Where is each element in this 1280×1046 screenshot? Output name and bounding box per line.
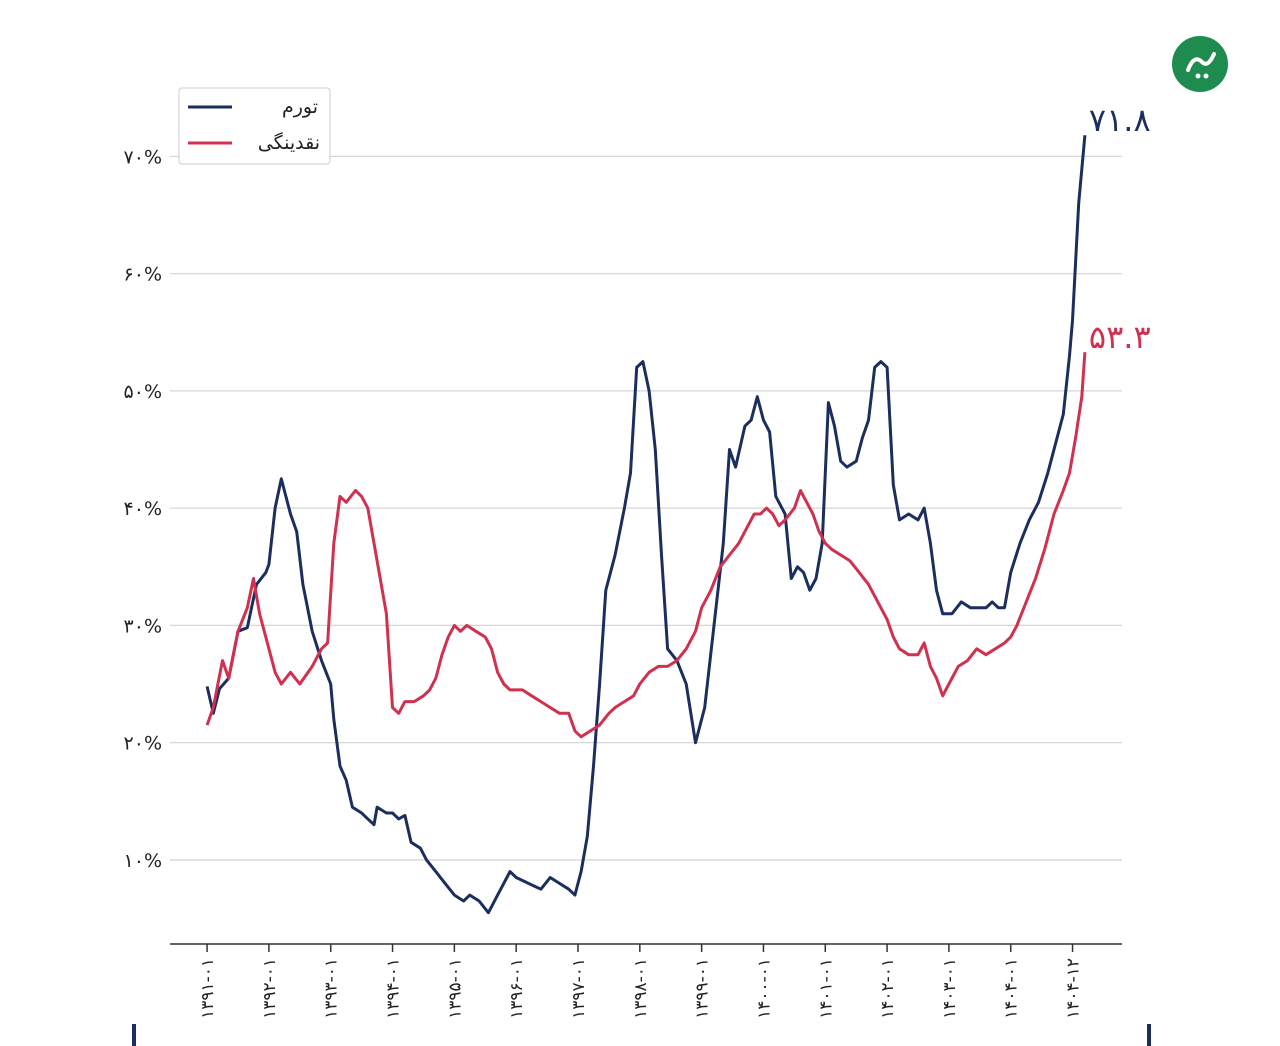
x-tick-label: ۱۴۰۲-۰۱ (878, 958, 898, 1019)
frame-mark-left (132, 1024, 136, 1046)
y-tick-label: ۳۰% (124, 615, 162, 637)
gridlines (170, 155, 1122, 861)
y-tick-label: ۲۰% (124, 733, 162, 755)
y-axis-ticks: ۱۰% ۲۰% ۳۰% ۴۰% ۵۰% ۶۰% ۷۰% (124, 146, 162, 872)
x-tick-label: ۱۴۰۰-۰۱ (754, 958, 774, 1019)
x-tick-label: ۱۴۰۴-۰۱ (1002, 958, 1022, 1019)
series-lines (205, 135, 1087, 915)
legend-label-liquidity: نقدینگی (258, 131, 320, 154)
brand-logo (1172, 36, 1228, 92)
y-tick-label: ۴۰% (124, 498, 162, 520)
x-tick-label: ۱۳۹۵-۰۱ (445, 958, 465, 1019)
x-tick-label: ۱۳۹۲-۰۱ (260, 958, 280, 1019)
series-end-label: ۷۱.۸ (1089, 101, 1151, 139)
x-tick-label: ۱۳۹۸-۰۱ (631, 958, 651, 1019)
x-tick-label: ۱۳۹۶-۰۱ (507, 958, 527, 1019)
x-tick-label: ۱۳۹۹-۰۱ (693, 958, 713, 1019)
x-tick-label: ۱۳۹۳-۰۱ (322, 958, 342, 1019)
series-line-liquidity (205, 352, 1087, 739)
x-tick-label: ۱۴۰۳-۰۱ (940, 958, 960, 1019)
y-tick-label: ۷۰% (124, 146, 162, 168)
y-tick-label: ۶۰% (124, 264, 162, 286)
x-tick-label: ۱۳۹۷-۰۱ (569, 958, 589, 1019)
x-tick-label: ۱۴۰۴-۱۲ (1064, 958, 1084, 1019)
x-tick-label: ۱۳۹۴-۰۱ (384, 958, 404, 1019)
series-end-labels: ۷۱.۸ ۵۳.۳ (1089, 101, 1151, 356)
legend-label-inflation: تورم (282, 96, 318, 118)
x-axis-ticks: ۱۳۹۱-۰۱ ۱۳۹۲-۰۱ ۱۳۹۳-۰۱ ۱۳۹۴-۰۱ ۱۳۹۵-۰۱ ۱۳۹۶-… (198, 944, 1084, 1019)
y-tick-label: ۱۰% (124, 850, 162, 872)
frame-mark-right (1147, 1024, 1151, 1046)
legend: تورم نقدینگی (178, 87, 331, 165)
brand-logo-icon (1186, 52, 1216, 79)
x-tick-label: ۱۴۰۱-۰۱ (816, 958, 836, 1019)
y-tick-label: ۵۰% (124, 381, 162, 403)
x-tick-label: ۱۳۹۱-۰۱ (198, 958, 218, 1019)
series-line-inflation (205, 135, 1087, 915)
series-end-label: ۵۳.۳ (1089, 318, 1151, 356)
